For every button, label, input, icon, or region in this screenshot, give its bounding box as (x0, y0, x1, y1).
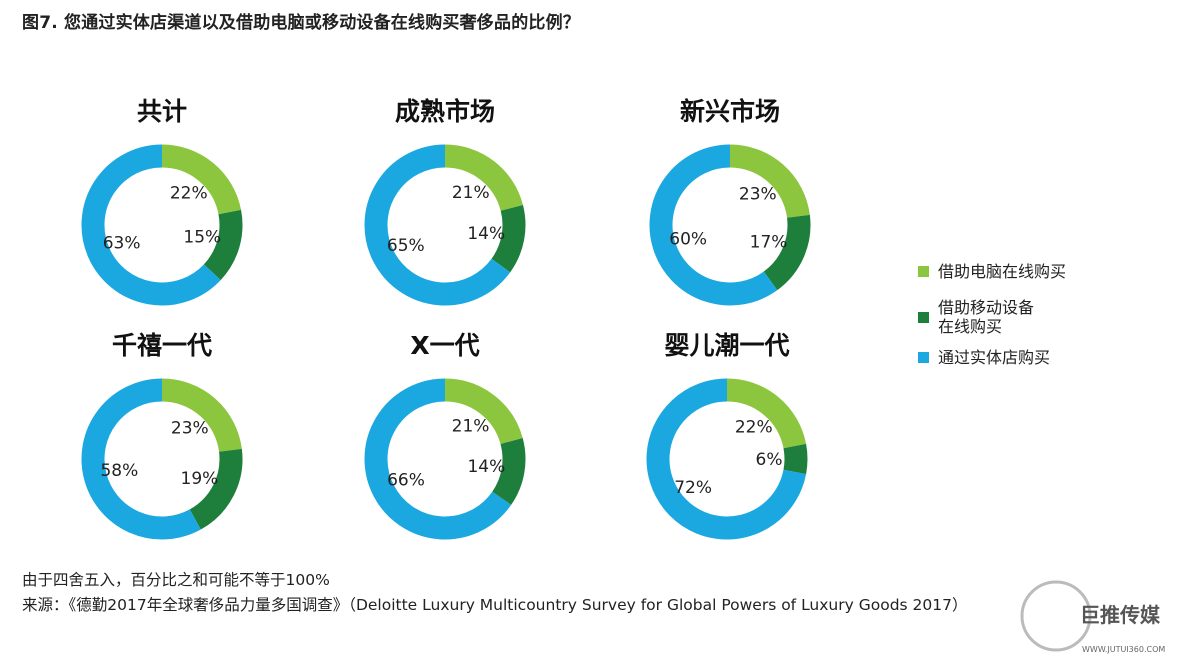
slice-in-store (81, 144, 221, 306)
legend-label-line2: 在线购买 (938, 317, 1003, 336)
chart-title: 共计 (136, 97, 187, 126)
watermark-ring (1020, 580, 1092, 652)
donut-chart-gen-x: X一代 21% 14% 66% (345, 326, 545, 546)
donut-chart-millennials: 千禧一代 23% 19% 58% (62, 326, 262, 546)
label-online-mobile: 6% (756, 450, 783, 470)
source-note: 来源：《德勤2017年全球奢侈品力量多国调查》（Deloitte Luxury … (22, 596, 968, 614)
slice-in-store (81, 378, 201, 540)
label-in-store: 65% (387, 236, 425, 256)
watermark-text: 巨推传媒 (1080, 603, 1161, 627)
label-online-mobile: 14% (467, 224, 505, 244)
watermark-url: WWW.JUTUI360.COM (1082, 645, 1165, 654)
footnote: 由于四舍五入，百分比之和可能不等于100% (22, 571, 330, 589)
slice-in-store (646, 378, 807, 540)
label-in-store: 60% (669, 230, 707, 250)
legend-item-online-computer: 借助电脑在线购买 (918, 262, 1066, 281)
slice-online-mobile (763, 214, 811, 291)
slice-online-mobile (491, 204, 526, 273)
slice-in-store (364, 378, 512, 540)
label-online-mobile: 17% (750, 233, 788, 253)
slice-online-computer (161, 144, 242, 215)
chart-title: 新兴市场 (679, 97, 780, 126)
slice-online-computer (729, 144, 810, 219)
legend-label: 通过实体店购买 (938, 348, 1051, 367)
label-online-computer: 21% (452, 417, 490, 437)
slice-in-store (364, 144, 511, 306)
label-in-store: 72% (674, 478, 712, 498)
slice-online-computer (161, 378, 242, 453)
chart-title: 成熟市场 (394, 97, 495, 126)
slice-online-computer (444, 144, 523, 212)
chart-title: X一代 (410, 331, 480, 360)
donut-chart-emerging-markets: 新兴市场 23% 17% 60% (630, 92, 830, 312)
legend-item-in-store: 通过实体店购买 (918, 348, 1066, 367)
legend-swatch (918, 266, 929, 277)
slice-online-mobile (491, 437, 526, 505)
label-online-computer: 23% (739, 184, 777, 204)
slice-online-mobile (203, 209, 243, 281)
legend-item-online-mobile: 借助移动设备 在线购买 (918, 298, 1066, 336)
slice-online-mobile (189, 448, 243, 530)
slice-online-computer (444, 378, 523, 445)
legend-swatch (918, 312, 929, 323)
chart-legend: 借助电脑在线购买 借助移动设备 在线购买 通过实体店购买 (918, 262, 1066, 367)
slice-online-mobile (783, 443, 808, 475)
label-online-mobile: 19% (181, 469, 219, 489)
chart-title: 婴儿潮一代 (664, 331, 790, 360)
label-online-mobile: 14% (467, 457, 505, 477)
donut-svg: 23% 19% 58% (81, 378, 243, 540)
watermark-logo: 巨推传媒 WWW.JUTUI360.COM (1020, 580, 1165, 654)
label-in-store: 66% (387, 470, 425, 490)
label-online-computer: 23% (171, 418, 209, 438)
donut-chart-baby-boomers: 婴儿潮一代 22% 6% 72% (627, 326, 827, 546)
label-online-mobile: 15% (183, 228, 221, 248)
label-in-store: 58% (100, 461, 138, 481)
donut-svg: 22% 15% 63% (81, 144, 243, 306)
legend-label-line1: 借助移动设备 (938, 298, 1035, 317)
donut-chart-total: 共计 22% 15% 63% (62, 92, 262, 312)
figure-title: 图7. 您通过实体店渠道以及借助电脑或移动设备在线购买奢侈品的比例？ (22, 13, 581, 33)
chart-title: 千禧一代 (111, 331, 212, 360)
legend-label: 借助电脑在线购买 (938, 262, 1067, 281)
donut-svg: 21% 14% 65% (364, 144, 526, 306)
donut-chart-mature-markets: 成熟市场 21% 14% 65% (345, 92, 545, 312)
donut-svg: 23% 17% 60% (649, 144, 811, 306)
slice-in-store (649, 144, 778, 306)
donut-svg: 22% 6% 72% (646, 378, 808, 540)
label-online-computer: 21% (452, 183, 490, 203)
label-online-computer: 22% (170, 184, 208, 204)
label-in-store: 63% (103, 233, 141, 253)
legend-swatch (918, 352, 929, 363)
slice-online-computer (726, 378, 807, 449)
donut-svg: 21% 14% 66% (364, 378, 526, 540)
label-online-computer: 22% (735, 418, 773, 438)
